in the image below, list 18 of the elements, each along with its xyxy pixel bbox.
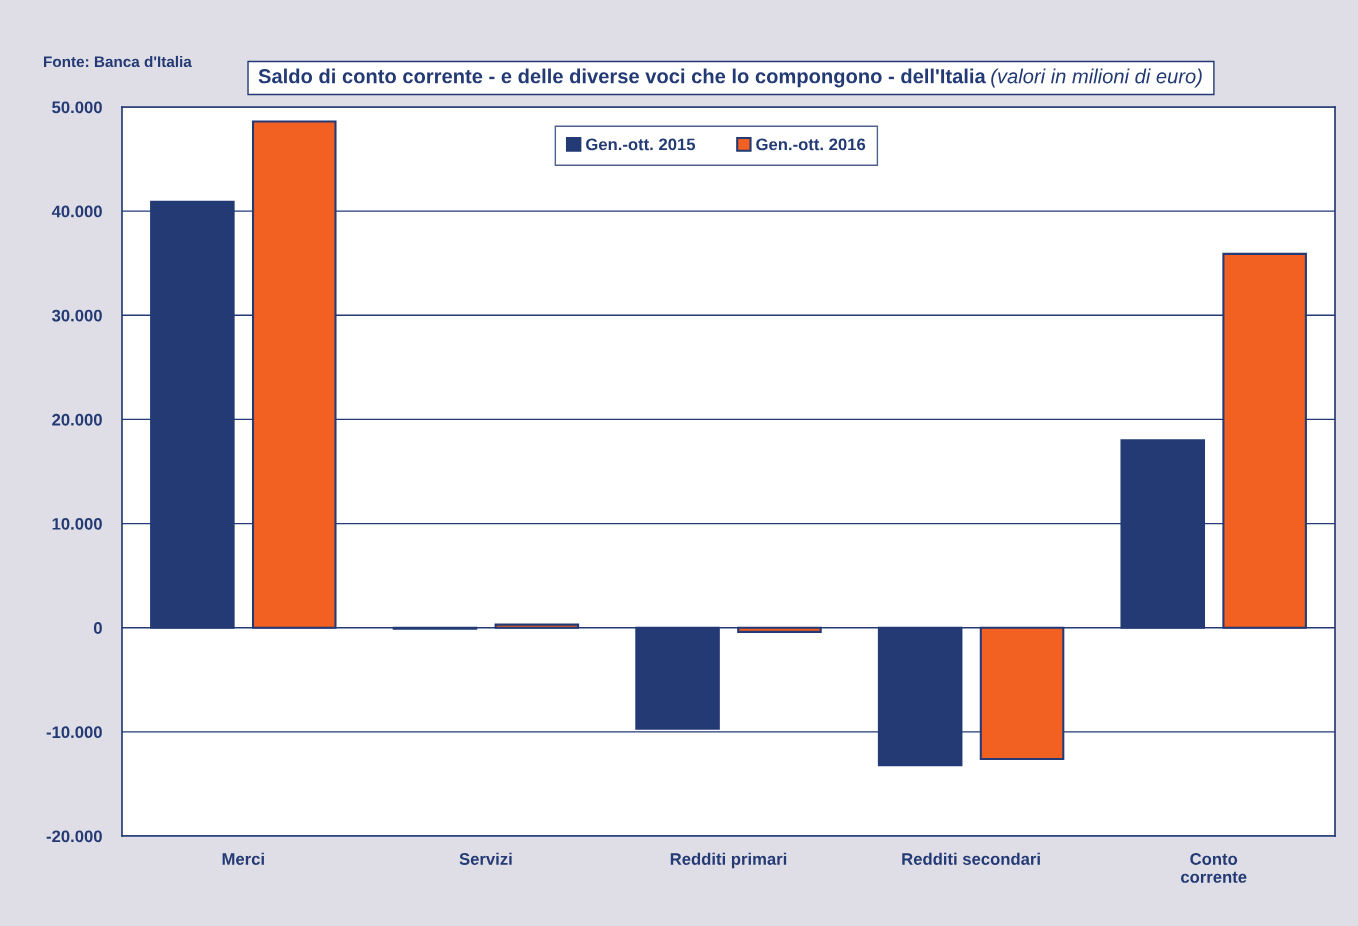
x-tick-label: Merci: [222, 852, 264, 865]
legend-label: Gen.-ott. 2016: [756, 138, 866, 151]
x-tick-label: Redditi secondari: [902, 852, 1040, 865]
legend-label: Gen.-ott. 2015: [586, 138, 696, 151]
y-tick-label: 30.000: [51, 309, 102, 322]
y-tick-label: -10.000: [46, 726, 102, 739]
y-tick-label: 10.000: [52, 517, 102, 530]
y-tick-label: 40.000: [51, 205, 102, 218]
x-tick-label: Conto corrente: [1181, 853, 1247, 883]
y-tick-label: 0: [93, 622, 102, 634]
x-tick-label: Servizi: [459, 852, 512, 865]
y-tick-label: -20.000: [46, 830, 102, 843]
x-tick-label: Redditi primari: [670, 852, 787, 869]
source-note: Fonte: Banca d'Italia: [44, 55, 192, 68]
chart-title: Saldo di conto corrente - e delle diverse voci che lo compongono - dell'Italia: [258, 68, 986, 88]
y-tick-label: 50.000: [52, 101, 102, 114]
chart-subtitle: (valori in milioni di euro): [991, 68, 1202, 88]
y-tick-label: 20.000: [52, 413, 102, 426]
